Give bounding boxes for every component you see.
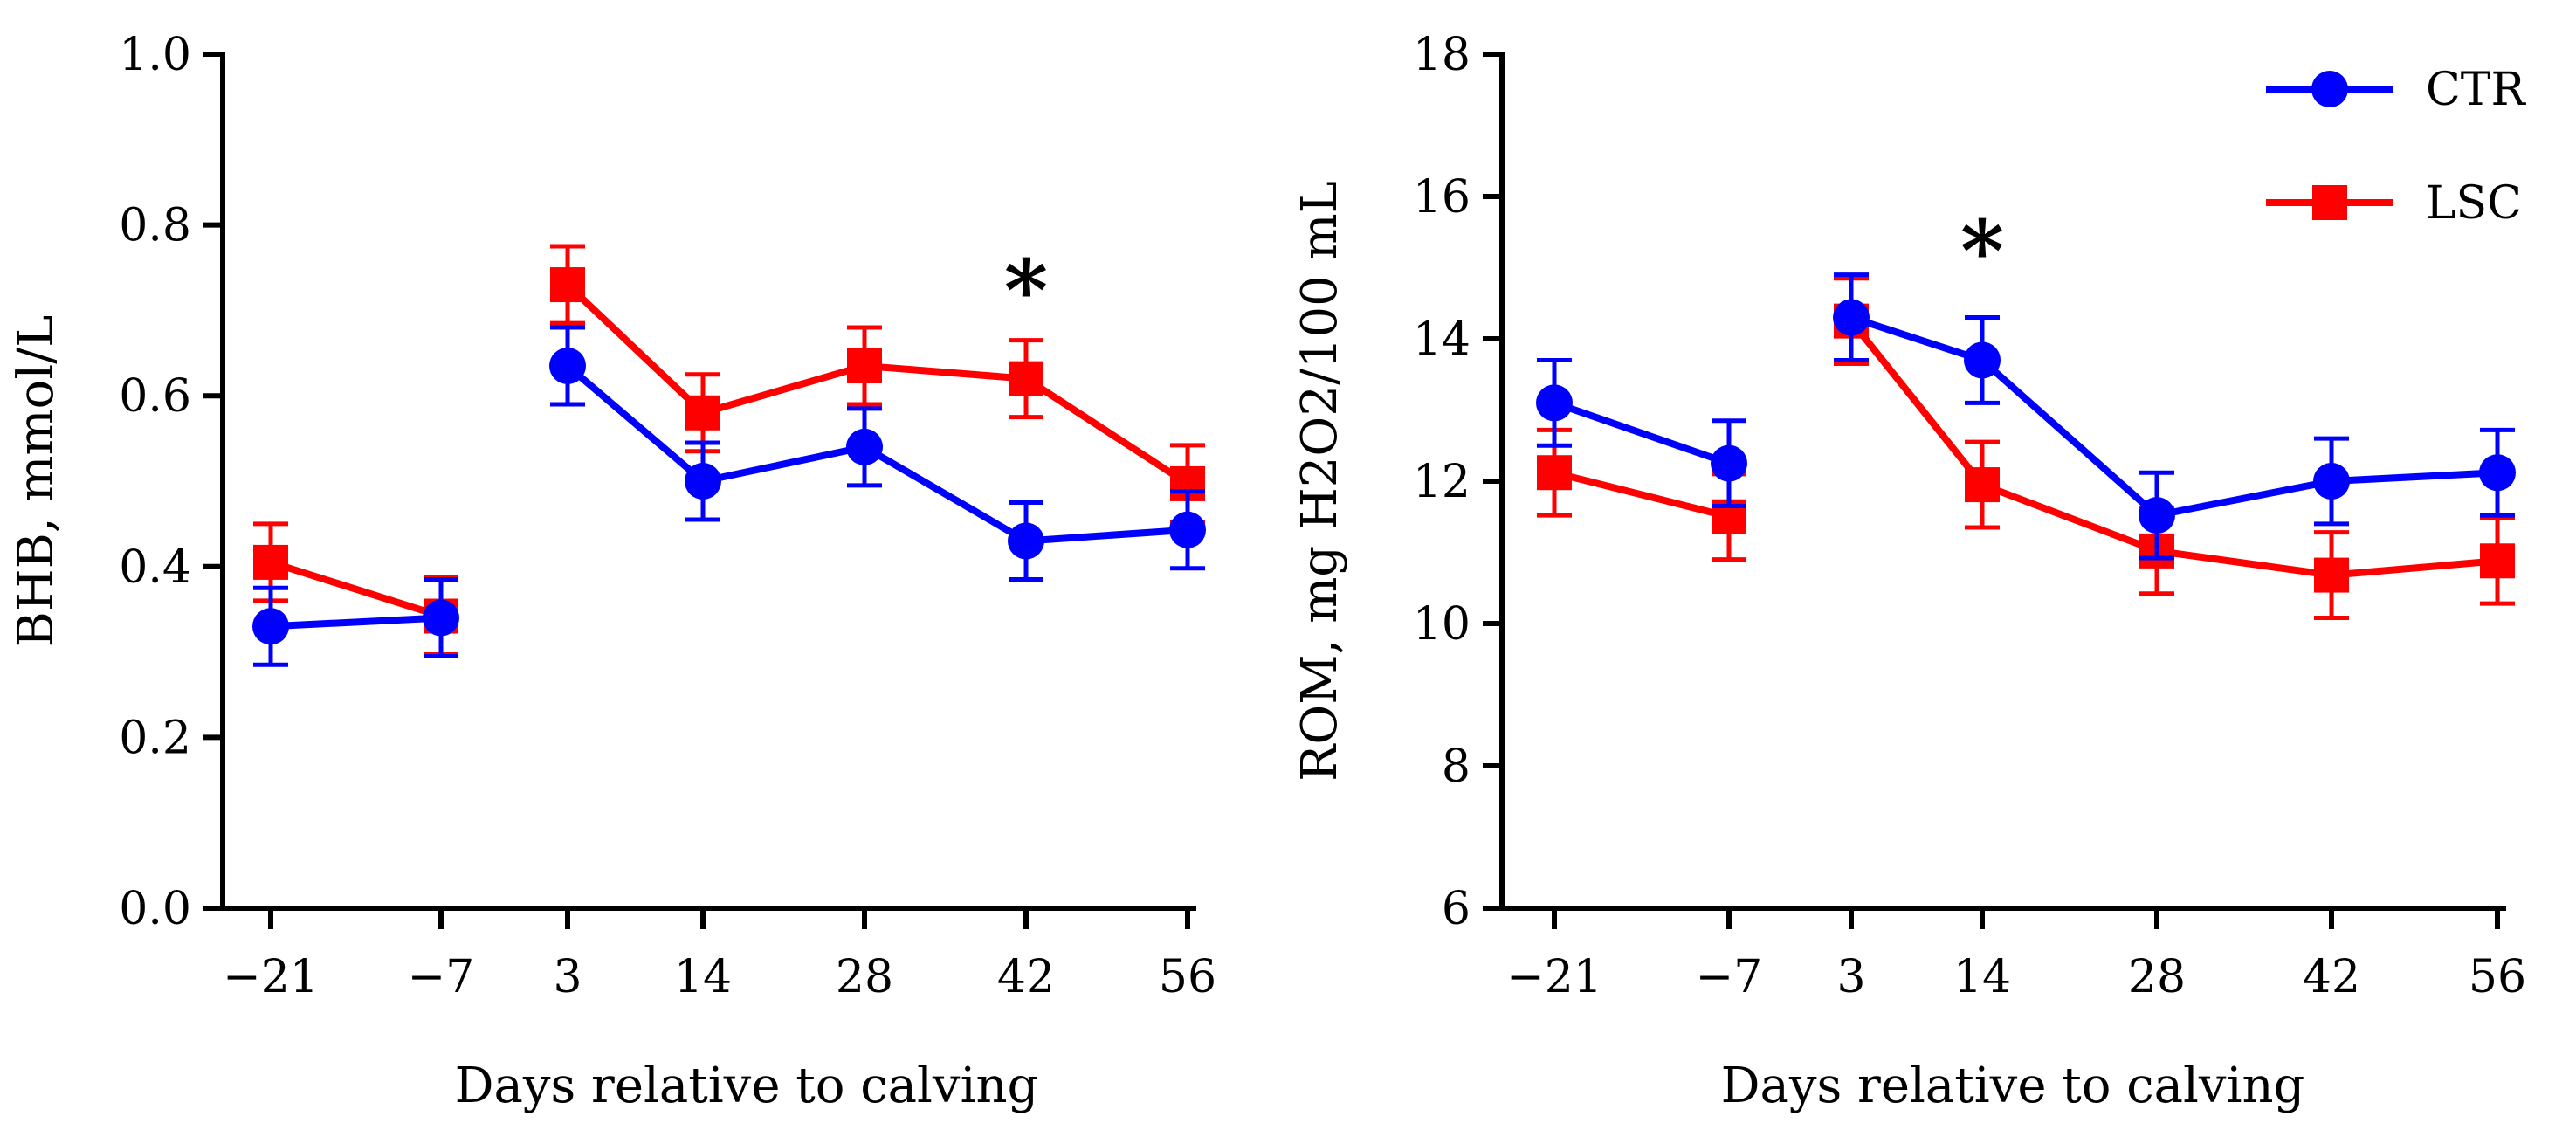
- data-point: [549, 347, 586, 384]
- y-tick-label: 10: [1413, 598, 1471, 651]
- significance-marker: *: [1960, 203, 2004, 301]
- y-tick-label: 6: [1442, 883, 1471, 935]
- x-tick-label: 14: [1953, 951, 2011, 1003]
- y-tick-label: 18: [1413, 29, 1471, 81]
- data-point: [1965, 467, 2000, 503]
- legend: CTR LSC: [2266, 64, 2526, 230]
- y-tick-label: 8: [1442, 741, 1471, 793]
- rom-chart: 6 8 10 12 14 16 18 −21 −7 3 14 28 42 56 Days relative …: [1291, 29, 2526, 1114]
- legend-swatch-marker: [2311, 71, 2348, 107]
- y-axis-title: ROM, mg H2O2/100 mL: [1291, 181, 1348, 782]
- series-ctr: [252, 325, 1206, 667]
- series-lsc: [253, 244, 1205, 658]
- data-point: [253, 544, 288, 580]
- x-tick-label: 42: [2303, 951, 2360, 1003]
- significance-marker: *: [1004, 242, 1048, 341]
- data-point: [1833, 299, 1870, 336]
- series-line: [269, 559, 443, 620]
- x-tick-label: 28: [836, 951, 893, 1003]
- y-tick-label: 0.6: [119, 370, 191, 423]
- series-line: [1553, 399, 1731, 467]
- data-point: [2313, 463, 2350, 500]
- y-tick-label: 0.4: [119, 541, 191, 594]
- x-tick-label: 3: [553, 951, 582, 1003]
- x-tick-label: 3: [1836, 951, 1865, 1003]
- series-line: [1849, 314, 2498, 520]
- y-tick-label: 0.0: [119, 883, 191, 935]
- data-point: [423, 599, 459, 637]
- x-tick-label: 42: [997, 951, 1055, 1003]
- x-tick-label: −21: [1506, 951, 1602, 1003]
- data-point: [1009, 361, 1043, 396]
- x-tick-label: 56: [1159, 951, 1216, 1003]
- data-point: [1711, 444, 1747, 482]
- series-ctr: [1536, 272, 2516, 561]
- x-tick-label: 14: [674, 951, 732, 1003]
- data-point: [550, 267, 585, 303]
- legend-label-lsc: LSC: [2426, 177, 2522, 230]
- x-tick-label: 28: [2128, 951, 2186, 1003]
- y-tick-label: 0.8: [119, 200, 191, 252]
- data-point: [846, 428, 883, 465]
- data-point: [847, 348, 882, 383]
- data-point: [1008, 522, 1044, 560]
- data-point: [2480, 543, 2515, 579]
- x-tick-label: −7: [1696, 951, 1763, 1003]
- data-point: [1964, 341, 2001, 379]
- data-point: [1536, 384, 1573, 422]
- x-tick-label: −21: [223, 951, 319, 1003]
- data-point: [2139, 497, 2175, 534]
- y-tick-label: 12: [1413, 456, 1471, 508]
- data-point: [685, 395, 720, 431]
- legend-swatch-marker: [2312, 185, 2347, 220]
- data-point: [1537, 455, 1572, 491]
- y-tick-label: 0.2: [119, 712, 191, 764]
- data-point: [685, 463, 721, 500]
- legend-label-ctr: CTR: [2426, 64, 2526, 116]
- x-tick-label: −7: [408, 951, 475, 1003]
- data-point: [252, 608, 289, 645]
- x-axis-title: Days relative to calving: [1721, 1058, 2305, 1114]
- y-tick-label: 14: [1413, 314, 1471, 366]
- data-point: [2314, 557, 2349, 593]
- series-line: [1553, 469, 1730, 520]
- y-tick-label: 1.0: [119, 29, 191, 81]
- series-line: [270, 614, 442, 631]
- bhb-chart: 0.0 0.2 0.4 0.6 0.8 1.0 −21 −7 3 14 28 42 56 Days rel…: [8, 29, 1216, 1114]
- data-point: [1169, 511, 1206, 548]
- data-point: [2479, 454, 2516, 492]
- x-tick-label: 56: [2469, 951, 2526, 1003]
- y-axis-title: BHB, mmol/L: [8, 315, 65, 648]
- y-tick-label: 16: [1413, 171, 1471, 224]
- x-axis-title: Days relative to calving: [455, 1058, 1039, 1114]
